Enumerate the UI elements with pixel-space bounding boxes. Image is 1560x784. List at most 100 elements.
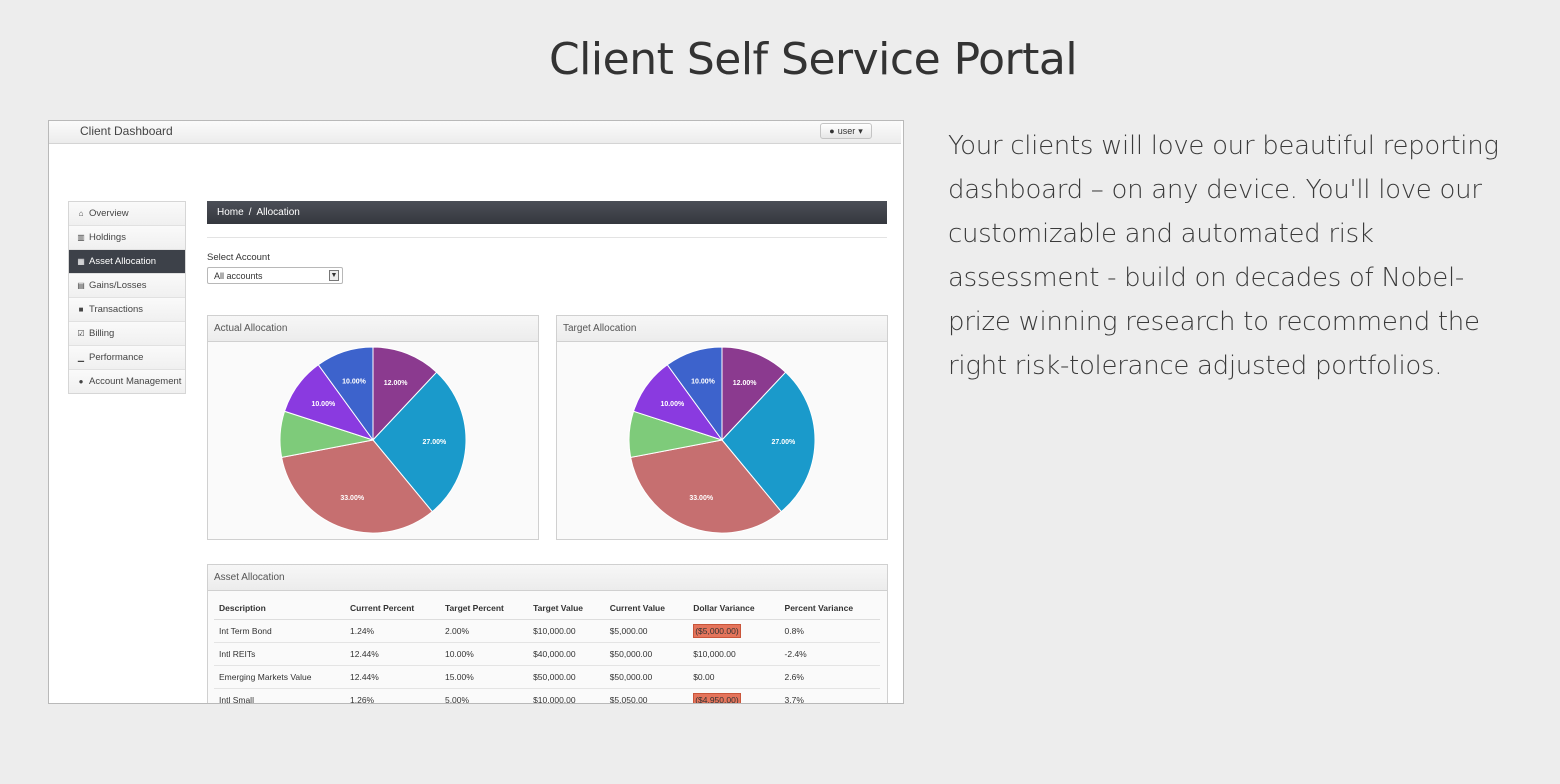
sidebar-item-label: Performance	[89, 352, 144, 363]
column-header: Current Percent	[345, 597, 440, 620]
pie-slice-label: 33.00%	[340, 495, 365, 502]
column-header: Target Value	[528, 597, 605, 620]
sidebar-item-overview[interactable]: ⌂ Overview	[69, 202, 185, 226]
target-allocation-title: Target Allocation	[557, 316, 887, 342]
table-cell: $5,050.00	[604, 688, 689, 703]
sidebar-item-label: Gains/Losses	[89, 280, 147, 291]
breadcrumb-home[interactable]: Home	[217, 207, 244, 218]
sidebar-item-label: Billing	[89, 328, 115, 339]
sidebar-item-holdings[interactable]: ▥ Holdings	[69, 226, 185, 250]
dropdown-arrow-icon[interactable]: ▼	[329, 270, 339, 281]
check-icon: ☑	[77, 329, 85, 338]
actual-allocation-panel: Actual Allocation 12.00% 27.00% 33.00% 10.0…	[207, 315, 539, 540]
column-header: Current Value	[604, 597, 689, 620]
pie-slice[interactable]	[317, 346, 374, 442]
actual-allocation-pie: 12.00% 27.00% 33.00% 10.00% 10.00%	[279, 346, 467, 534]
top-navbar: Client Dashboard ● user ▾	[49, 121, 901, 144]
target-allocation-pie: 12.00% 27.00% 33.00% 10.00% 10.00%	[628, 346, 816, 534]
user-menu-label: user	[837, 126, 856, 136]
caret-down-icon: ▾	[858, 125, 863, 136]
sidebar-item-label: Transactions	[89, 304, 144, 315]
user-icon: ●	[829, 126, 835, 136]
table-cell: $40,000.00	[528, 642, 605, 666]
pie-slice[interactable]	[372, 346, 438, 442]
asset-allocation-table: Description Current Percent Target Percent…	[214, 597, 880, 703]
table-row: Emerging Markets Value 12.44% 15.00% $50,00…	[214, 665, 880, 689]
account-select-value: All accounts	[214, 270, 263, 281]
table-cell: -2.4%	[779, 642, 880, 666]
pie-slice-label: 27.00%	[422, 439, 447, 446]
table-row: Intl Small 1.26% 5.00% $10,000.00 $5,050.00 (…	[214, 688, 880, 703]
bank-icon: ▥	[77, 233, 85, 242]
table-cell: $10,000.00	[528, 619, 605, 643]
pie-slice[interactable]	[666, 346, 723, 442]
table-cell: 1.26%	[345, 688, 440, 703]
pie-slice-label: 12.00%	[384, 380, 409, 387]
column-header: Target Percent	[439, 597, 529, 620]
table-cell: $10,000.00	[688, 642, 780, 666]
pie-slice[interactable]	[281, 439, 433, 534]
pie-slice[interactable]	[372, 371, 467, 513]
table-cell: Intl REITs	[214, 642, 346, 666]
sidebar-item-label: Holdings	[89, 232, 126, 243]
table-cell: $50,000.00	[604, 665, 689, 689]
sidebar-item-asset-allocation[interactable]: ▦ Asset Allocation	[69, 250, 185, 274]
select-account-label: Select Account	[207, 252, 270, 263]
sidebar-item-performance[interactable]: ▁ Performance	[69, 346, 185, 370]
column-header: Description	[214, 597, 346, 620]
table-cell: 10.00%	[439, 642, 529, 666]
table-cell: $50,000.00	[528, 665, 605, 689]
pie-slice[interactable]	[630, 439, 782, 534]
table-cell: 12.44%	[345, 642, 440, 666]
table-cell: $50,000.00	[604, 642, 689, 666]
breadcrumb-separator: /	[248, 207, 252, 218]
negative-variance-badge: ($5,000.00)	[693, 624, 741, 638]
table-cell: 2.6%	[779, 665, 880, 689]
sidebar-item-billing[interactable]: ☑ Billing	[69, 322, 185, 346]
pie-slice[interactable]	[721, 346, 787, 442]
table-cell: Int Term Bond	[214, 619, 346, 643]
table-cell: Emerging Markets Value	[214, 665, 346, 689]
dashboard-screenshot-frame: Client Dashboard ● user ▾ ⌂ Overview ▥ Hold…	[48, 120, 904, 704]
asset-allocation-table-title: Asset Allocation	[208, 565, 887, 591]
table-cell: $10,000.00	[528, 688, 605, 703]
sidebar-item-label: Overview	[89, 208, 129, 219]
table-cell: 5.00%	[439, 688, 529, 703]
breadcrumb: Home / Allocation	[207, 201, 887, 224]
sidebar-item-account-management[interactable]: ● Account Management	[69, 370, 185, 393]
table-cell: 15.00%	[439, 665, 529, 689]
sidebar-nav: ⌂ Overview ▥ Holdings ▦ Asset Allocation ▤ Gain…	[68, 201, 186, 394]
pie-slice-label: 12.00%	[733, 380, 758, 387]
table-cell: 2.00%	[439, 619, 529, 643]
brand-link[interactable]: Client Dashboard	[80, 124, 173, 138]
user-icon: ●	[78, 377, 84, 386]
table-cell: Intl Small	[214, 688, 346, 703]
sidebar-item-gains-losses[interactable]: ▤ Gains/Losses	[69, 274, 185, 298]
marketing-pitch: Your clients will love our beautiful rep…	[948, 131, 1499, 381]
pie-slice[interactable]	[721, 371, 816, 513]
table-row: Intl REITs 12.44% 10.00% $40,000.00 $50,000.…	[214, 642, 880, 666]
home-icon: ⌂	[78, 209, 84, 218]
pie-slice-label: 27.00%	[771, 439, 796, 446]
target-allocation-panel: Target Allocation 12.00% 27.00% 33.00% 10.0…	[556, 315, 888, 540]
pie-slice-label: 10.00%	[691, 379, 716, 386]
book-icon: ■	[78, 305, 84, 314]
negative-variance-badge: ($4,950.00)	[693, 693, 741, 703]
table-cell: 3.7%	[779, 688, 880, 703]
breadcrumb-current: Allocation	[256, 207, 300, 218]
divider	[207, 237, 887, 238]
account-select[interactable]: All accounts ▼	[207, 267, 343, 284]
column-header: Dollar Variance	[688, 597, 780, 620]
table-cell: ($4,950.00)	[688, 688, 780, 703]
grid-icon: ▦	[77, 257, 85, 266]
user-menu-button[interactable]: ● user ▾	[820, 123, 872, 139]
table-header-row: Description Current Percent Target Percent…	[214, 597, 880, 620]
sidebar-item-transactions[interactable]: ■ Transactions	[69, 298, 185, 322]
column-header: Percent Variance	[779, 597, 880, 620]
table-cell: $0.00	[688, 665, 780, 689]
page-title: Client Self Service Portal	[548, 34, 1078, 85]
asset-allocation-table-panel: Asset Allocation Description Current Perc…	[207, 564, 888, 703]
table-cell: $5,000.00	[604, 619, 689, 643]
pie-slice-label: 10.00%	[660, 401, 685, 408]
table-cell: 1.24%	[345, 619, 440, 643]
